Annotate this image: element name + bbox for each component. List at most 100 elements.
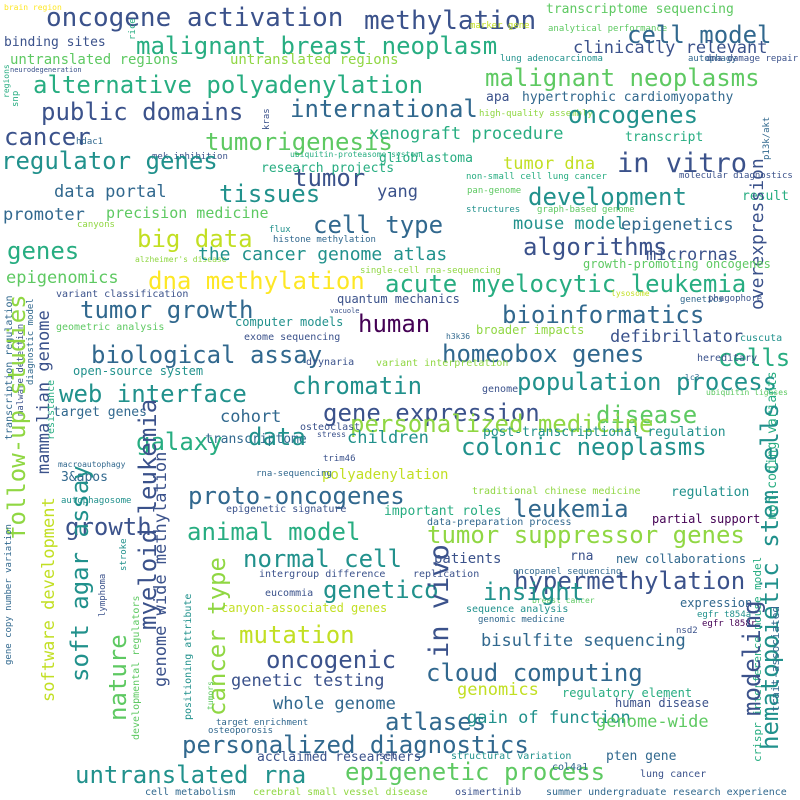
cloud-word: growth	[65, 513, 152, 541]
cloud-word: children	[347, 428, 429, 448]
cloud-word: overexpression	[747, 158, 768, 310]
cloud-word: transcriptome sequencing	[546, 2, 734, 17]
cloud-word: data-preparation process	[427, 517, 572, 528]
cloud-word: tumorigenesis	[205, 128, 393, 156]
cloud-word: data portal	[54, 182, 167, 202]
cloud-word: data	[248, 423, 306, 451]
cloud-word: cloud computing	[426, 659, 643, 687]
cloud-word: polyadenylation	[322, 467, 449, 483]
cloud-word: galaxy	[136, 428, 223, 456]
cloud-word: nsd2	[676, 626, 698, 636]
cloud-word: transcript	[625, 130, 704, 145]
cloud-word: transcriptome	[205, 432, 307, 447]
cloud-word: stress	[317, 430, 346, 439]
cloud-word: lymphoma	[98, 573, 108, 617]
cloud-word: post-transcriptional regulation	[483, 425, 726, 440]
cloud-word: vacuole	[330, 307, 360, 315]
cloud-word: variant classification	[56, 289, 189, 300]
cloud-word: dna methylation	[148, 267, 365, 295]
cloud-word: molecular diagnostics	[679, 171, 793, 181]
cloud-word: developmental regulators	[131, 595, 142, 741]
cloud-word: partial support	[652, 512, 761, 526]
cloud-word: modeling	[738, 600, 766, 716]
cloud-word: expression	[680, 596, 753, 610]
cloud-word: cohort	[220, 407, 282, 427]
cloud-word: analytical performance	[548, 24, 668, 34]
cloud-word: development	[528, 183, 687, 211]
cloud-word: traditional chinese medicine	[472, 486, 641, 497]
cloud-word: regulator genes	[1, 147, 218, 175]
cloud-word: yang	[377, 182, 418, 202]
cloud-word: micrornas	[646, 245, 739, 265]
cloud-word: colonic neoplasms	[461, 433, 707, 461]
cloud-word: autophagy	[688, 54, 737, 64]
cloud-word: human	[358, 310, 431, 338]
cloud-word: sequence analysis	[466, 604, 569, 615]
cloud-word: computer models	[235, 315, 344, 329]
cloud-word: open-source system	[73, 364, 204, 378]
cloud-word: gain of function	[467, 708, 631, 728]
cloud-word: mek inhibition	[152, 152, 228, 162]
cloud-word: hdac1	[76, 137, 104, 147]
cloud-word: flux	[269, 225, 291, 235]
cloud-word: methylation	[364, 6, 537, 36]
cloud-word: whole genome	[273, 694, 396, 714]
cloud-word: software development	[39, 497, 59, 702]
cloud-word: broader impacts	[476, 323, 585, 337]
cloud-word: normal cell	[243, 545, 402, 573]
cloud-word: cell model	[627, 21, 772, 49]
cloud-word: hereditary	[697, 353, 758, 364]
cloud-word: genome-wide	[596, 712, 709, 732]
cloud-word: animal model	[187, 518, 361, 546]
cloud-word: mutation	[239, 621, 355, 649]
cloud-word: hypertrophic cardiomyopathy	[522, 90, 734, 105]
cloud-word: big data	[137, 225, 253, 253]
cloud-word: rna-sequencing	[256, 469, 332, 479]
cloud-word: epigenomics	[6, 268, 119, 288]
cloud-word: egfr t854a	[697, 610, 752, 620]
cloud-word: genetic testing	[231, 671, 385, 691]
cloud-word: geometric analysis	[56, 322, 165, 333]
cloud-word: regulatory element	[562, 686, 693, 700]
cloud-word: public domains	[41, 98, 244, 126]
cloud-word: target genes	[53, 405, 147, 420]
cloud-word: 3&apos	[61, 470, 108, 485]
cloud-word: chromatin	[292, 372, 423, 400]
cloud-word: growth-promoting oncogenes	[583, 257, 771, 271]
cloud-word: bisulfite sequencing	[481, 631, 686, 651]
cloud-word: high-quality assembly	[479, 109, 593, 119]
cloud-word: h3k36	[446, 332, 471, 341]
cloud-word: cerebral small vessel disease	[253, 787, 428, 798]
cloud-word: in vitro	[617, 148, 748, 179]
cloud-word: the cancer genome atlas	[198, 244, 448, 265]
cloud-word: resistance	[46, 379, 57, 440]
cloud-word: cell metabolism	[145, 787, 236, 798]
cloud-word: kras	[262, 108, 272, 130]
cloud-word: soft agar assay	[66, 465, 94, 682]
cloud-word: lysosome	[611, 289, 650, 298]
cloud-word: genetico	[323, 576, 439, 604]
cloud-word: lung adenocarcinoma	[500, 54, 603, 64]
cloud-word: exome sequencing	[244, 332, 341, 343]
cloud-word: epigenetics	[621, 215, 734, 235]
cloud-word: untranslated rna	[75, 761, 307, 789]
cloud-word: col4a1	[552, 762, 589, 773]
cloud-word: glioblastoma	[379, 151, 473, 166]
cloud-word: cell type	[313, 211, 444, 239]
cloud-word: tumor growth	[80, 296, 254, 324]
cloud-word: genes	[7, 237, 80, 265]
cloud-word: genomic medicine	[478, 615, 565, 625]
cloud-word: hypermethylation	[514, 567, 746, 595]
cloud-word: marker gene	[470, 21, 530, 31]
cloud-word: lung cancer	[640, 769, 707, 780]
cloud-word: genome	[482, 384, 519, 395]
cloud-word: quantum mechanics	[337, 292, 460, 306]
cloud-word: pan-genome	[467, 186, 522, 196]
cloud-word: human disease	[615, 696, 709, 710]
cloud-word: population process	[517, 368, 778, 396]
cloud-word: alternative polyadenylation	[33, 71, 424, 99]
cloud-word: autophagosome	[61, 496, 132, 506]
cloud-word: non-small cell lung cancer	[466, 172, 607, 182]
cloud-word: research projects	[261, 161, 395, 176]
